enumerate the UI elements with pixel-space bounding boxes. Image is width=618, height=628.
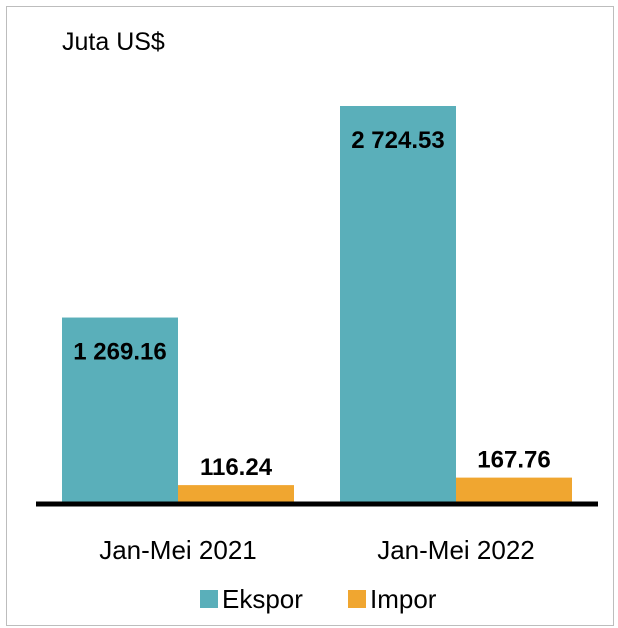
legend-swatch-impor	[348, 590, 366, 608]
legend-label-ekspor: Ekspor	[222, 584, 303, 614]
bar-ekspor-2	[340, 106, 456, 502]
value-label-impor-2: 167.76	[477, 447, 550, 474]
legend: Ekspor Impor	[200, 584, 437, 614]
legend-swatch-ekspor	[200, 590, 218, 608]
value-label-impor-1: 116.24	[200, 454, 273, 481]
bars-group	[62, 106, 572, 502]
bar-impor-1	[178, 485, 294, 502]
value-label-ekspor-1: 1 269.16	[73, 339, 166, 366]
bar-ekspor-1	[62, 317, 178, 502]
category-label-2: Jan-Mei 2022	[377, 535, 535, 565]
category-labels-group: Jan-Mei 2021 Jan-Mei 2022	[99, 535, 535, 565]
value-labels-group: 1 269.16 116.24 2 724.53 167.76	[73, 127, 550, 481]
category-label-1: Jan-Mei 2021	[99, 535, 257, 565]
unit-label: Juta US$	[62, 28, 165, 56]
legend-label-impor: Impor	[370, 584, 437, 614]
value-label-ekspor-2: 2 724.53	[351, 127, 444, 154]
chart-frame	[6, 6, 614, 626]
bar-impor-2	[456, 477, 572, 502]
